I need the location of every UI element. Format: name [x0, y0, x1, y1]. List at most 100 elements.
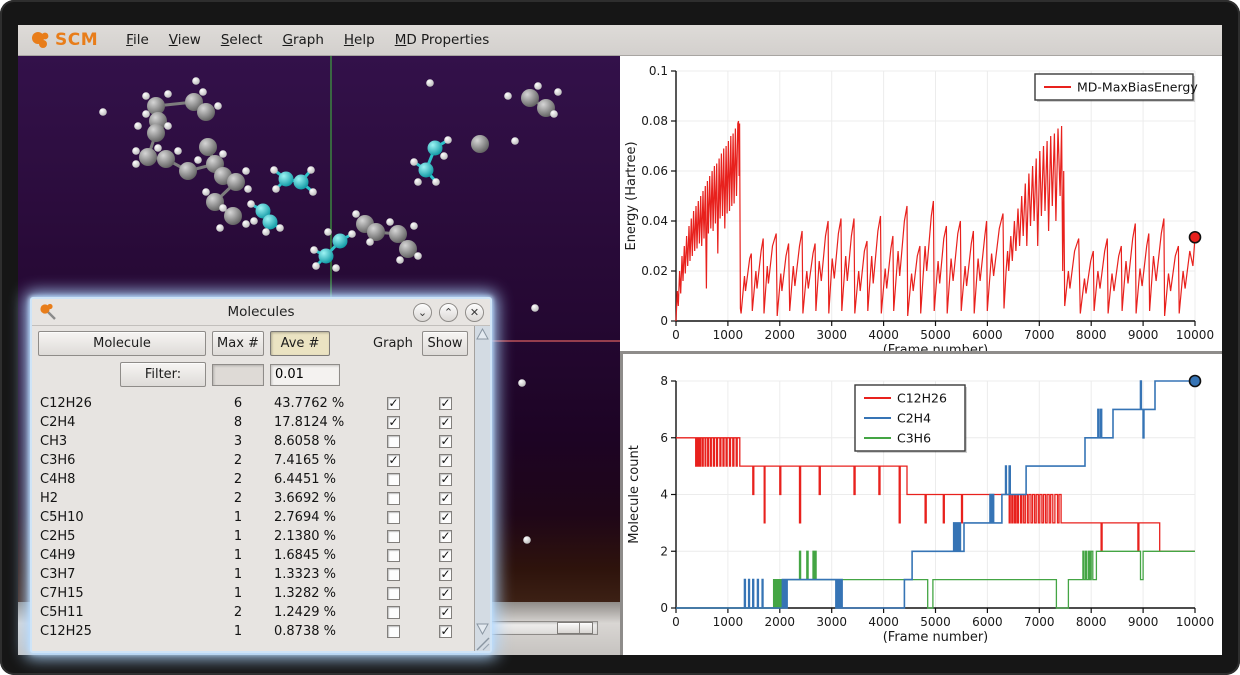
table-row-C5H10[interactable]: C5H1012.7694 % [38, 508, 470, 527]
graph-checkbox-C7H15[interactable] [387, 587, 400, 600]
hydrogen-atom[interactable] [410, 158, 418, 166]
table-row-C12H25[interactable]: C12H2510.8738 % [38, 622, 470, 641]
menu-help[interactable]: Help [334, 28, 385, 52]
show-checkbox-C4H9[interactable] [439, 549, 452, 562]
hydrogen-atom[interactable] [309, 188, 317, 196]
graph-checkbox-CH3[interactable] [387, 435, 400, 448]
hydrogen-atom[interactable] [194, 156, 202, 164]
hydrogen-atom[interactable] [192, 77, 200, 85]
table-row-C3H7[interactable]: C3H711.3323 % [38, 565, 470, 584]
hydrogen-atom[interactable] [270, 166, 278, 174]
hydrogen-atom[interactable] [426, 79, 434, 87]
molecule-count-chart[interactable]: 0100020003000400050006000700080009000100… [623, 354, 1219, 652]
carbon-atom[interactable] [147, 124, 165, 142]
graph-checkbox-C12H26[interactable] [387, 397, 400, 410]
hydrogen-atom[interactable] [250, 217, 258, 225]
highlighted-atom[interactable] [419, 163, 434, 178]
carbon-atom[interactable] [179, 162, 197, 180]
menu-view[interactable]: View [159, 28, 211, 52]
graph-checkbox-C3H7[interactable] [387, 568, 400, 581]
hydrogen-atom[interactable] [262, 228, 270, 236]
hydrogen-atom[interactable] [352, 210, 360, 218]
table-row-C12H26[interactable]: C12H26643.7762 % [38, 394, 470, 413]
hydrogen-atom[interactable] [174, 147, 182, 155]
show-column-button[interactable]: Show [422, 331, 468, 356]
graph-checkbox-C12H25[interactable] [387, 625, 400, 638]
highlighted-atom[interactable] [294, 175, 309, 190]
graph-checkbox-C5H11[interactable] [387, 606, 400, 619]
highlighted-atom[interactable] [319, 249, 334, 264]
hydrogen-atom[interactable] [310, 246, 318, 254]
menu-select[interactable]: Select [211, 28, 273, 52]
hydrogen-atom[interactable] [142, 92, 150, 100]
hydrogen-atom[interactable] [99, 108, 107, 116]
hydrogen-atom[interactable] [216, 224, 224, 232]
dialog-scrollbar[interactable] [474, 326, 490, 651]
scroll-up-icon[interactable] [476, 328, 489, 340]
hydrogen-atom[interactable] [440, 152, 448, 160]
show-checkbox-C7H15[interactable] [439, 587, 452, 600]
filter-ave-input[interactable] [270, 364, 340, 386]
energy-chart[interactable]: 0100020003000400050006000700080009000100… [620, 56, 1222, 351]
hydrogen-atom[interactable] [312, 262, 320, 270]
hydrogen-atom[interactable] [132, 147, 140, 155]
hydrogen-atom[interactable] [504, 92, 512, 100]
shade-button[interactable]: ⌄ [413, 303, 432, 322]
carbon-atom[interactable] [471, 135, 489, 153]
hydrogen-atom[interactable] [272, 185, 280, 193]
unshade-button[interactable]: ⌃ [439, 303, 458, 322]
carbon-atom[interactable] [197, 103, 215, 121]
molecules-dialog-titlebar[interactable]: Molecules ⌄ ⌃ ✕ [32, 299, 490, 326]
table-row-C2H4[interactable]: C2H4817.8124 % [38, 413, 470, 432]
hydrogen-atom[interactable] [199, 88, 207, 96]
graph-checkbox-C2H5[interactable] [387, 530, 400, 543]
carbon-atom[interactable] [224, 207, 242, 225]
graph-checkbox-C4H8[interactable] [387, 473, 400, 486]
hydrogen-atom[interactable] [414, 252, 422, 260]
hydrogen-atom[interactable] [164, 122, 172, 130]
hydrogen-atom[interactable] [247, 200, 255, 208]
graph-checkbox-H2[interactable] [387, 492, 400, 505]
table-row-CH3[interactable]: CH338.6058 % [38, 432, 470, 451]
sort-ave-button[interactable]: Ave # [270, 331, 330, 356]
menu-graph[interactable]: Graph [272, 28, 333, 52]
table-row-C5H11[interactable]: C5H1121.2429 % [38, 603, 470, 622]
hydrogen-atom[interactable] [132, 160, 140, 168]
hydrogen-atom[interactable] [511, 137, 519, 145]
highlighted-atom[interactable] [263, 215, 278, 230]
hydrogen-atom[interactable] [366, 238, 374, 246]
highlighted-atom[interactable] [333, 234, 348, 249]
table-row-C7H15[interactable]: C7H1511.3282 % [38, 584, 470, 603]
hydrogen-atom[interactable] [154, 144, 162, 152]
hydrogen-atom[interactable] [219, 150, 227, 158]
sort-molecule-button[interactable]: Molecule [38, 331, 206, 356]
hydrogen-atom[interactable] [348, 230, 356, 238]
hydrogen-atom[interactable] [324, 228, 332, 236]
scroll-down-icon[interactable] [476, 623, 489, 635]
menu-file[interactable]: File [116, 28, 159, 52]
frame-slider-handle[interactable] [557, 622, 593, 634]
hydrogen-atom[interactable] [432, 178, 440, 186]
hydrogen-atom[interactable] [202, 188, 210, 196]
filter-button[interactable]: Filter: [120, 362, 206, 387]
hydrogen-atom[interactable] [307, 166, 315, 174]
hydrogen-atom[interactable] [410, 222, 418, 230]
show-checkbox-H2[interactable] [439, 492, 452, 505]
hydrogen-atom[interactable] [531, 304, 539, 312]
hydrogen-atom[interactable] [134, 122, 142, 130]
carbon-atom[interactable] [139, 148, 157, 166]
carbon-atom[interactable] [389, 225, 407, 243]
graph-checkbox-C5H10[interactable] [387, 511, 400, 524]
table-row-C2H5[interactable]: C2H512.1380 % [38, 527, 470, 546]
hydrogen-atom[interactable] [414, 178, 422, 186]
table-row-C4H8[interactable]: C4H826.4451 % [38, 470, 470, 489]
table-row-H2[interactable]: H223.6692 % [38, 489, 470, 508]
graph-checkbox-C2H4[interactable] [387, 416, 400, 429]
sort-max-button[interactable]: Max # [212, 331, 264, 356]
hydrogen-atom[interactable] [386, 218, 394, 226]
show-checkbox-C2H4[interactable] [439, 416, 452, 429]
show-checkbox-C5H10[interactable] [439, 511, 452, 524]
hydrogen-atom[interactable] [219, 204, 227, 212]
carbon-atom[interactable] [521, 89, 539, 107]
hydrogen-atom[interactable] [332, 264, 340, 272]
